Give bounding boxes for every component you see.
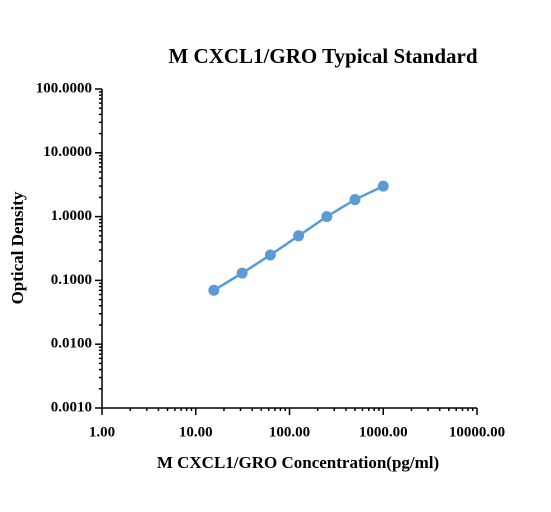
y-tick-label: 1.0000 (51, 208, 92, 224)
chart-title: M CXCL1/GRO Typical Standard (168, 44, 477, 68)
data-point (349, 194, 361, 206)
x-tick-label: 10.00 (179, 424, 213, 440)
y-tick-label: 10.0000 (43, 144, 92, 160)
data-point (236, 267, 248, 279)
axes (101, 89, 477, 409)
x-axis-label: M CXCL1/GRO Concentration(pg/ml) (157, 453, 439, 472)
x-tick-label: 1.00 (89, 424, 115, 440)
x-tick-label: 1000.00 (359, 424, 408, 440)
data-point (208, 284, 220, 296)
y-tick-label: 100.0000 (36, 80, 92, 96)
y-tick-label: 0.0010 (51, 399, 92, 415)
y-axis-label: Optical Density (8, 191, 27, 304)
x-tick-label: 10000.00 (449, 424, 505, 440)
data-point (377, 180, 389, 192)
data-point (264, 249, 276, 261)
x-tick-label: 100.00 (269, 424, 310, 440)
y-tick-label: 0.0100 (51, 336, 92, 352)
data-point (321, 211, 333, 223)
data-point (293, 230, 305, 242)
y-tick-label: 0.1000 (51, 272, 92, 288)
